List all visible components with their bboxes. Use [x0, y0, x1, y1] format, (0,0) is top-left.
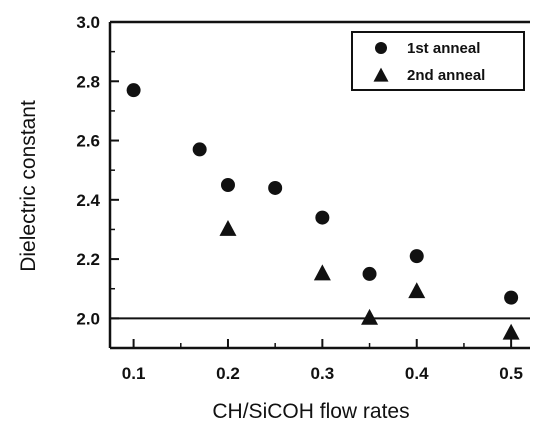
y-tick-label: 2.2 [76, 250, 100, 269]
data-markers [126, 83, 520, 340]
x-axis-ticks: 0.1 0.2 0.3 0.4 0.5 [122, 339, 523, 383]
legend-marker-2nd-anneal [373, 67, 389, 82]
point-2nd-anneal [313, 264, 331, 281]
y-axis-ticks: 2.0 2.2 2.4 2.6 2.8 3.0 [76, 13, 119, 349]
y-tick-label: 2.8 [76, 72, 100, 91]
point-2nd-anneal [361, 308, 379, 325]
x-tick-label: 0.1 [122, 364, 146, 383]
point-1st-anneal [409, 249, 424, 264]
x-tick-label: 0.5 [499, 364, 523, 383]
point-2nd-anneal [219, 219, 237, 236]
legend: 1st anneal 2nd anneal [351, 31, 525, 91]
y-tick-label: 3.0 [76, 13, 100, 32]
legend-label-1st-anneal: 1st anneal [407, 40, 480, 57]
y-tick-label: 2.6 [76, 132, 100, 151]
point-2nd-anneal [502, 323, 520, 340]
point-1st-anneal [126, 83, 141, 98]
x-axis-title: CH/SiCOH flow rates [212, 400, 409, 423]
point-1st-anneal [315, 210, 330, 225]
legend-label-2nd-anneal: 2nd anneal [407, 67, 485, 84]
legend-marker-1st-anneal [375, 42, 387, 54]
point-1st-anneal [362, 266, 377, 281]
y-tick-label: 2.0 [76, 309, 100, 328]
point-1st-anneal [220, 178, 235, 192]
point-1st-anneal [268, 180, 283, 195]
x-tick-label: 0.2 [216, 364, 240, 383]
plot-frame [108, 20, 530, 350]
point-1st-anneal [504, 290, 519, 305]
y-tick-label: 2.4 [76, 191, 100, 210]
point-2nd-anneal [408, 282, 426, 299]
y-axis-title: Dielectric constant [17, 100, 40, 272]
x-tick-label: 0.3 [311, 364, 335, 383]
point-1st-anneal [192, 142, 207, 157]
x-tick-label: 0.4 [405, 364, 429, 383]
